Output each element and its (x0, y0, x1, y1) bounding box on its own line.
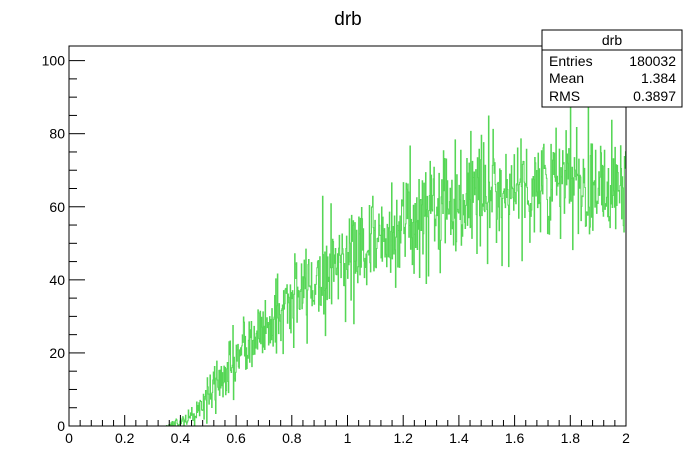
stats-box-frame (541, 29, 683, 108)
stats-box: drb Entries 180032 Mean 1.384 RMS 0.3897 (541, 29, 683, 108)
stats-entries-value: 180032 (629, 53, 676, 69)
x-tick-label: 0.4 (171, 430, 191, 446)
x-axis: 0 0.2 0.4 0.6 0.8 1 1.2 1.4 1.6 1.8 2 (65, 415, 630, 446)
y-tick-label: 0 (57, 418, 65, 434)
stats-mean-value: 1.384 (641, 70, 676, 86)
x-tick-label: 1.4 (449, 430, 469, 446)
stats-box-title: drb (602, 32, 622, 48)
x-tick-label: 0.6 (226, 430, 246, 446)
stats-mean-label: Mean (549, 70, 584, 86)
x-tick-label: 1.6 (505, 430, 525, 446)
y-axis: 0 20 40 60 80 100 (42, 53, 85, 434)
y-tick-label: 60 (49, 199, 65, 215)
x-tick-label: 1.2 (393, 430, 413, 446)
histogram-bars (69, 96, 626, 427)
y-tick-label: 40 (49, 272, 65, 288)
x-tick-label: 1.8 (561, 430, 581, 446)
x-tick-label: 0 (65, 430, 73, 446)
x-tick-label: 0.2 (115, 430, 135, 446)
chart-title: drb (334, 9, 361, 30)
x-tick-label: 2 (622, 430, 630, 446)
stats-rms-value: 0.3897 (633, 88, 676, 104)
stats-entries-label: Entries (549, 53, 593, 69)
x-tick-label: 1 (344, 430, 352, 446)
x-tick-label: 0.8 (282, 430, 302, 446)
y-tick-label: 100 (42, 53, 66, 69)
stats-rms-label: RMS (549, 88, 580, 104)
histogram-series-line (69, 96, 626, 427)
y-tick-label: 20 (49, 345, 65, 361)
y-tick-label: 80 (49, 126, 65, 142)
